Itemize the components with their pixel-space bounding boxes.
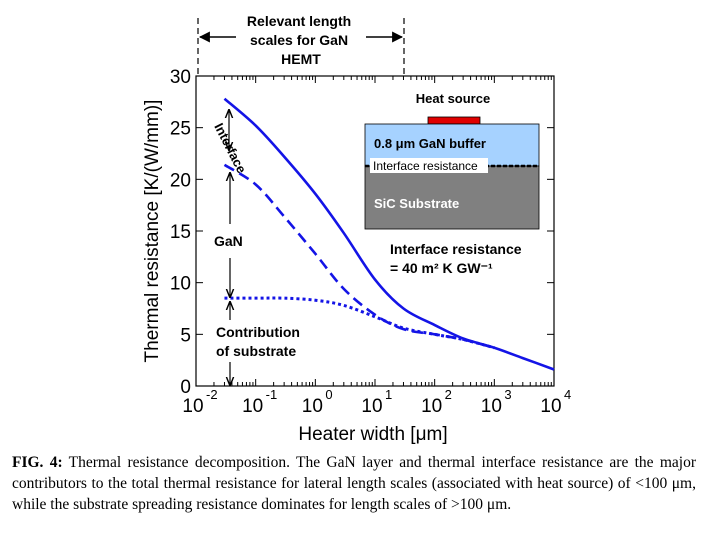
x-tick-label: 10-1 xyxy=(242,387,277,417)
y-tick-label: 25 xyxy=(170,119,191,140)
x-tick-label-exponent: 1 xyxy=(385,387,392,402)
x-tick-label-base: 10 xyxy=(540,396,561,417)
x-tick-label-exponent: 2 xyxy=(445,387,452,402)
x-tick-label-exponent: -1 xyxy=(266,387,278,402)
x-tick-label-base: 10 xyxy=(242,396,263,417)
x-tick-label: 102 xyxy=(421,387,452,417)
y-tick-label: 15 xyxy=(170,222,191,243)
series-line-dotted xyxy=(224,296,495,350)
relevant-label: Relevant length scales for GaN HEMT xyxy=(247,13,355,67)
y-tick-labels: 0 5 10 15 20 25 30 xyxy=(170,67,191,398)
x-tick-label-exponent: 4 xyxy=(564,387,571,402)
y-tick-label: 30 xyxy=(170,67,191,88)
inset-interface-label-bg xyxy=(370,158,488,173)
inset-heat-source-label: Heat source xyxy=(416,91,490,106)
y-axis-label: Thermal resistance [K/(W/mm)] xyxy=(142,100,163,363)
x-tick-label: 101 xyxy=(361,387,392,417)
caption-text: Thermal resistance decomposition. The Ga… xyxy=(12,454,697,513)
caption-label: FIG. 4: xyxy=(12,454,63,471)
x-tick-label-exponent: 0 xyxy=(325,387,332,402)
x-tick-label: 104 xyxy=(540,387,571,417)
series-group xyxy=(223,97,555,371)
y-tick-label: 20 xyxy=(170,170,191,191)
axis-ticks xyxy=(195,75,554,387)
y-tick-label: 10 xyxy=(170,274,191,295)
x-tick-label-exponent: -2 xyxy=(206,387,218,402)
inset-schematic: Heat source 0.8 μm GaN buffer Interface … xyxy=(364,91,540,230)
x-tick-label-base: 10 xyxy=(361,396,382,417)
y-tick-label: 5 xyxy=(180,325,191,346)
x-tick-label-exponent: 3 xyxy=(504,387,511,402)
inset-interface-label: Interface resistance xyxy=(373,159,478,173)
figure-caption: FIG. 4: Thermal resistance decomposition… xyxy=(12,452,696,515)
contribution-label: Contribution of substrate xyxy=(216,324,304,359)
x-tick-label-base: 10 xyxy=(481,396,502,417)
x-tick-label-base: 10 xyxy=(302,396,323,417)
inset-substrate-label: SiC Substrate xyxy=(374,196,459,211)
gan-label: GaN xyxy=(214,233,243,249)
y-tick-label: 0 xyxy=(180,377,191,398)
inset-substrate xyxy=(364,165,540,230)
x-tick-label-base: 10 xyxy=(421,396,442,417)
inset-heater xyxy=(427,116,481,125)
series-line-solid xyxy=(223,97,555,371)
x-axis-label: Heater width [μm] xyxy=(298,424,447,445)
x-tick-label: 100 xyxy=(302,387,333,417)
x-tick-label-base: 10 xyxy=(182,396,203,417)
x-tick-label: 10-2 xyxy=(182,387,217,417)
interface-value-label: Interface resistance = 40 m² K GW⁻¹ xyxy=(390,241,525,276)
inset-buffer-label: 0.8 μm GaN buffer xyxy=(374,136,486,151)
x-tick-label: 103 xyxy=(481,387,512,417)
relevant-label-bg xyxy=(236,10,366,72)
